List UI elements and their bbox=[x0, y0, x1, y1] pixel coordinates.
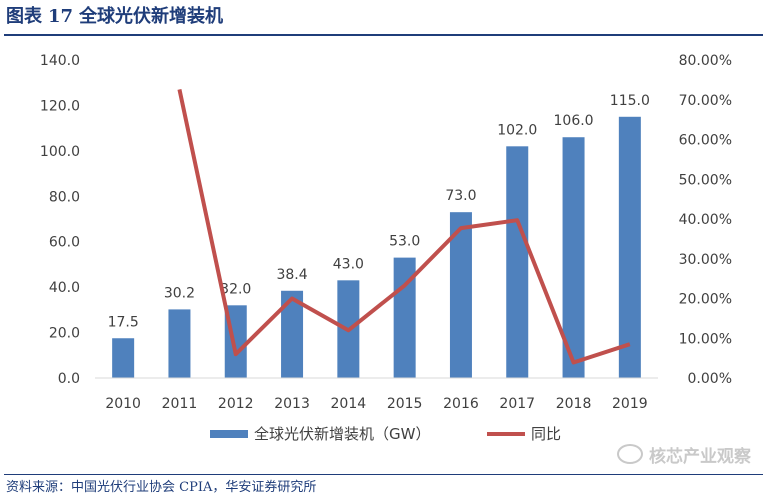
y-right-tick-label: 10.00% bbox=[679, 331, 732, 347]
x-tick-label: 2017 bbox=[499, 396, 535, 412]
bar-value-label: 38.4 bbox=[276, 267, 307, 283]
figure-title: 图表 17 全球光伏新增装机 bbox=[6, 2, 223, 32]
figure-title-text: 全球光伏新增装机 bbox=[79, 6, 224, 27]
y-right-tick-label: 0.00% bbox=[688, 371, 732, 387]
watermark-text: 核芯产业观察 bbox=[649, 447, 751, 467]
y-left-tick-label: 20.0 bbox=[49, 326, 80, 342]
source-rule bbox=[4, 474, 763, 475]
bar-2016 bbox=[449, 212, 472, 378]
x-tick-label: 2018 bbox=[556, 396, 592, 412]
x-tick-label: 2011 bbox=[162, 396, 198, 412]
bar-value-label: 102.0 bbox=[497, 122, 537, 138]
x-tick-label: 2012 bbox=[218, 396, 254, 412]
wechat-icon bbox=[617, 444, 643, 464]
y-right-tick-label: 30.00% bbox=[679, 252, 732, 268]
y-right-tick-label: 60.00% bbox=[679, 133, 732, 149]
bar-value-label: 30.2 bbox=[164, 285, 195, 301]
x-tick-label: 2019 bbox=[612, 396, 648, 412]
bar-value-label: 115.0 bbox=[610, 93, 650, 109]
y-left-tick-label: 80.0 bbox=[49, 189, 80, 205]
figure-label: 图表 bbox=[6, 6, 42, 27]
bar-value-label: 43.0 bbox=[333, 256, 364, 272]
legend-bar-label: 全球光伏新增装机（GW） bbox=[254, 425, 430, 443]
y-right-tick-label: 40.00% bbox=[679, 212, 732, 228]
x-tick-label: 2016 bbox=[443, 396, 479, 412]
bar-2019 bbox=[618, 116, 641, 379]
bar-value-label: 17.5 bbox=[108, 314, 139, 330]
y-left-tick-label: 100.0 bbox=[40, 144, 80, 160]
y-left-tick-label: 0.0 bbox=[58, 371, 80, 387]
x-tick-label: 2013 bbox=[274, 396, 310, 412]
y-right-tick-label: 70.00% bbox=[679, 93, 732, 109]
bar-2013 bbox=[281, 290, 304, 378]
bar-value-label: 32.0 bbox=[220, 281, 251, 297]
legend-line-label: 同比 bbox=[531, 425, 561, 443]
x-tick-label: 2010 bbox=[105, 396, 141, 412]
figure-number: 17 bbox=[48, 6, 74, 27]
bar-2010 bbox=[112, 338, 135, 378]
bar-value-label: 106.0 bbox=[554, 113, 594, 129]
legend-bar-swatch bbox=[210, 430, 248, 438]
bar-2011 bbox=[168, 309, 191, 378]
bar-2018 bbox=[562, 137, 585, 378]
bar-value-label: 53.0 bbox=[389, 234, 420, 250]
y-left-tick-label: 120.0 bbox=[40, 98, 80, 114]
x-tick-label: 2015 bbox=[387, 396, 423, 412]
y-left-tick-label: 140.0 bbox=[40, 53, 80, 69]
y-right-tick-label: 50.00% bbox=[679, 172, 732, 188]
bar-value-label: 73.0 bbox=[445, 188, 476, 204]
source-note: 资料来源：中国光伏行业协会 CPIA，华安证券研究所 bbox=[6, 480, 317, 495]
chart: 0.0 20.0 40.0 60.0 80.0 100.0 120.0 140.0 0.00% 1… bbox=[40, 53, 732, 443]
watermark: 核芯产业观察 bbox=[617, 444, 751, 470]
bar-2017 bbox=[506, 146, 529, 378]
y-right-tick-label: 20.00% bbox=[679, 292, 732, 308]
y-right-tick-label: 80.00% bbox=[679, 53, 732, 69]
title-rule bbox=[4, 34, 763, 36]
y-left-tick-label: 40.0 bbox=[49, 280, 80, 296]
y-left-tick-label: 60.0 bbox=[49, 235, 80, 251]
x-tick-label: 2014 bbox=[331, 396, 367, 412]
